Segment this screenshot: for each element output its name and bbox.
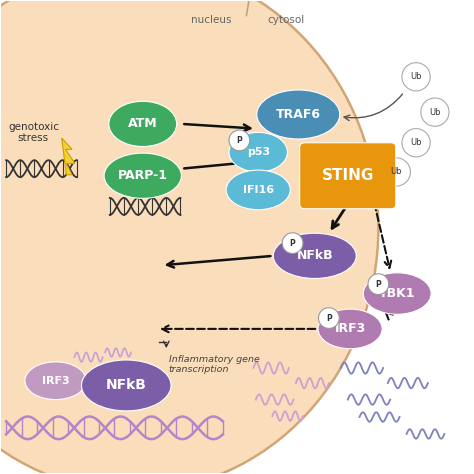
Ellipse shape [0, 0, 378, 474]
Text: TRAF6: TRAF6 [276, 108, 321, 121]
Text: Ub: Ub [429, 108, 441, 117]
Ellipse shape [109, 101, 177, 146]
Ellipse shape [82, 360, 171, 411]
Circle shape [402, 128, 430, 157]
Text: P: P [375, 280, 381, 289]
Text: P: P [326, 313, 332, 322]
Text: ATM: ATM [128, 118, 157, 130]
Ellipse shape [104, 153, 182, 198]
Text: P: P [290, 238, 295, 247]
Circle shape [402, 63, 430, 91]
Ellipse shape [226, 170, 290, 210]
Text: cytosol: cytosol [268, 15, 305, 25]
Ellipse shape [257, 90, 340, 139]
Text: Ub: Ub [410, 72, 422, 81]
Polygon shape [62, 138, 75, 175]
Circle shape [382, 158, 410, 186]
Text: STING: STING [321, 168, 374, 183]
Text: genotoxic
stress: genotoxic stress [8, 122, 59, 143]
Text: NFkB: NFkB [296, 249, 333, 262]
Circle shape [319, 308, 339, 328]
Circle shape [229, 130, 250, 151]
Text: IFI16: IFI16 [243, 185, 274, 195]
Text: nucleus: nucleus [191, 15, 231, 25]
Text: TBK1: TBK1 [379, 287, 416, 300]
Ellipse shape [25, 362, 86, 400]
Ellipse shape [229, 132, 287, 172]
Text: P: P [237, 136, 242, 145]
Ellipse shape [273, 233, 356, 278]
Text: Inflammatory gene
transcription: Inflammatory gene transcription [169, 355, 260, 374]
Text: PARP-1: PARP-1 [118, 169, 168, 182]
Text: p53: p53 [246, 147, 270, 157]
Text: Ub: Ub [391, 167, 402, 176]
Circle shape [282, 233, 303, 254]
Ellipse shape [363, 273, 431, 314]
Text: IRF3: IRF3 [42, 376, 69, 386]
Text: Ub: Ub [410, 138, 422, 147]
Circle shape [421, 98, 449, 126]
FancyBboxPatch shape [300, 143, 396, 209]
Circle shape [368, 274, 389, 294]
Text: NFkB: NFkB [106, 378, 146, 392]
Text: IRF3: IRF3 [335, 322, 366, 336]
Ellipse shape [318, 309, 382, 349]
